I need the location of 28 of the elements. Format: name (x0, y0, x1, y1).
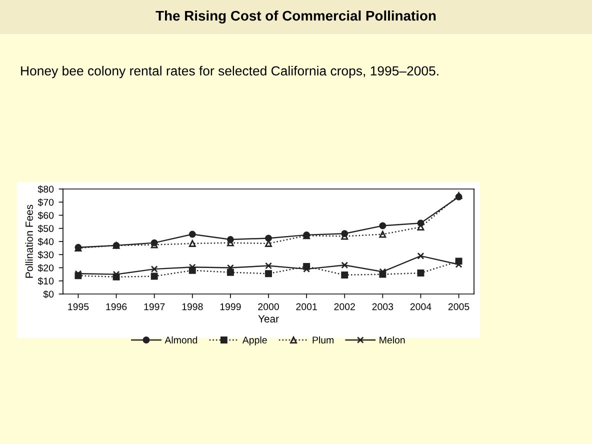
legend-label: Apple (242, 336, 267, 346)
y-tick-label: $30 (38, 250, 54, 259)
y-tick-label: $20 (38, 264, 54, 272)
y-tick-label: $40 (38, 238, 54, 246)
chart-title: The Rising Cost of Commercial Pollination (156, 10, 436, 24)
y-tick-label: $10 (38, 277, 54, 286)
legend-label: Almond (164, 336, 198, 344)
y-tick-label: $80 (38, 185, 54, 194)
x-tick-label: 1996 (106, 303, 127, 310)
y-tick-label: $0 (43, 290, 54, 298)
x-tick-label: 2003 (372, 303, 394, 310)
y-axis-title: Pollination Fees (25, 204, 33, 278)
x-tick-label: 2001 (296, 303, 317, 310)
x-tick-label: 1995 (68, 303, 89, 310)
x-tick-label: 2000 (258, 303, 279, 310)
x-tick-label: 1998 (182, 303, 203, 310)
x-tick-label: 2005 (448, 303, 470, 310)
y-tick-label: $60 (38, 212, 54, 220)
x-tick-label: 2002 (334, 303, 355, 310)
x-axis-title: Year (258, 315, 279, 323)
x-tick-label: 1997 (144, 303, 165, 310)
y-tick-label: $70 (38, 198, 54, 206)
legend-label: Plum (312, 336, 334, 344)
y-tick-label: $50 (38, 224, 54, 233)
legend-label: Melon (380, 336, 405, 344)
x-tick-label: 1999 (220, 303, 241, 310)
chart-subtitle: Honey bee colony rental rates for selected California crops, 1995–2005. (21, 66, 438, 78)
x-tick-label: 2004 (410, 303, 432, 310)
